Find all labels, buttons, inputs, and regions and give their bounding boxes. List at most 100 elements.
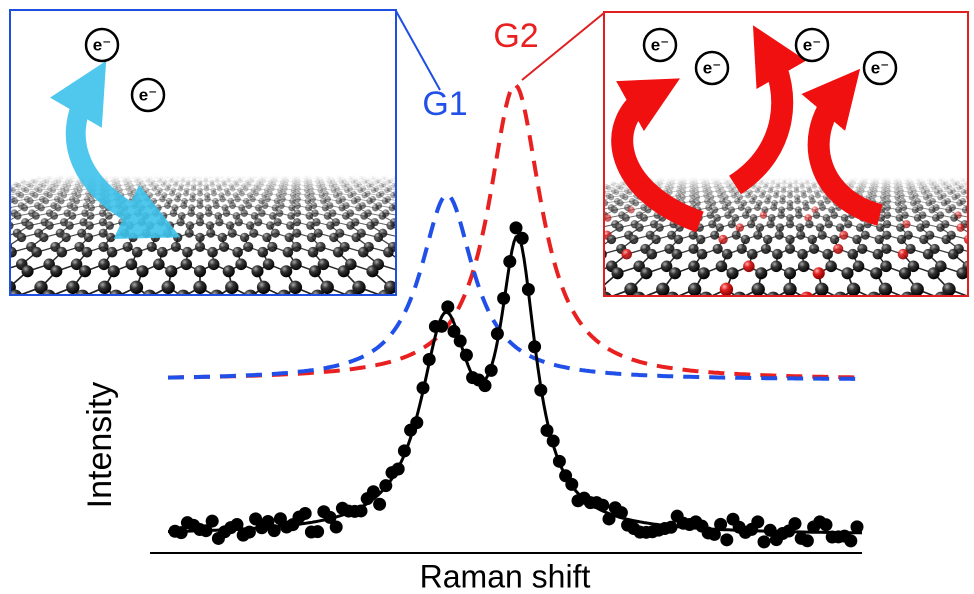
bond xyxy=(411,206,425,208)
atom xyxy=(347,192,353,198)
atom xyxy=(378,212,386,220)
atom xyxy=(241,209,248,216)
bond xyxy=(23,366,60,387)
atom xyxy=(593,185,598,190)
bond xyxy=(396,177,405,178)
atom xyxy=(174,196,180,202)
bond xyxy=(427,189,429,191)
atom xyxy=(151,233,160,242)
atom xyxy=(88,204,95,211)
atom xyxy=(731,193,737,199)
atom xyxy=(342,212,350,220)
atom xyxy=(0,233,4,242)
atom xyxy=(357,187,363,193)
atom xyxy=(165,186,170,191)
bond xyxy=(960,321,974,334)
atom xyxy=(153,259,165,271)
atom xyxy=(246,221,254,229)
bond xyxy=(385,297,408,319)
bond xyxy=(580,192,589,195)
atom xyxy=(32,212,40,220)
bond xyxy=(557,201,559,203)
atom xyxy=(427,259,439,271)
bond xyxy=(436,194,437,196)
atom xyxy=(749,198,755,204)
atom xyxy=(204,196,210,202)
bond xyxy=(572,201,574,203)
atom xyxy=(193,281,206,294)
atom xyxy=(382,198,388,204)
atom xyxy=(138,186,143,191)
atom xyxy=(235,259,247,271)
bond xyxy=(68,297,83,319)
bond xyxy=(327,386,342,418)
atom xyxy=(598,188,603,193)
atom xyxy=(185,229,194,238)
atom xyxy=(157,218,165,226)
bond xyxy=(576,218,589,224)
bond xyxy=(543,201,557,203)
bond xyxy=(557,254,577,266)
atom xyxy=(281,191,287,197)
atom xyxy=(400,209,407,216)
atom xyxy=(397,198,403,204)
atom xyxy=(777,211,784,218)
bond xyxy=(0,194,4,196)
bond xyxy=(579,224,596,227)
atom xyxy=(279,196,285,202)
atom xyxy=(810,177,815,182)
atom xyxy=(43,198,49,204)
atom xyxy=(424,202,431,209)
bond xyxy=(418,199,431,201)
atom xyxy=(775,184,780,189)
atom xyxy=(448,176,453,181)
atom xyxy=(272,324,289,341)
atom xyxy=(288,204,295,211)
atom xyxy=(162,281,175,294)
bond xyxy=(968,266,974,273)
atom xyxy=(148,202,155,209)
atom xyxy=(384,187,390,193)
atom xyxy=(578,206,585,213)
atom xyxy=(21,204,28,211)
bond xyxy=(407,177,416,178)
bond xyxy=(533,210,547,215)
atom xyxy=(223,209,230,216)
atom xyxy=(164,202,171,209)
bond xyxy=(422,194,424,196)
atom xyxy=(360,212,368,220)
atom xyxy=(278,202,285,209)
bond xyxy=(531,208,546,210)
atom xyxy=(358,247,369,258)
atom xyxy=(795,211,802,218)
bond xyxy=(409,208,421,213)
atom xyxy=(218,233,227,242)
atom xyxy=(969,185,974,190)
bond xyxy=(0,247,7,252)
bond xyxy=(418,177,428,178)
atom xyxy=(215,218,223,226)
atom xyxy=(447,221,455,229)
atom xyxy=(258,247,269,258)
atom xyxy=(923,194,929,200)
atom xyxy=(222,182,227,187)
bond xyxy=(551,215,553,218)
bond xyxy=(68,319,79,332)
atom xyxy=(403,176,408,181)
bond xyxy=(967,388,974,420)
atom xyxy=(87,212,95,220)
atom xyxy=(366,198,372,204)
atom xyxy=(734,198,740,204)
atom xyxy=(98,259,110,271)
atom xyxy=(617,200,623,206)
atom xyxy=(169,191,175,197)
atom xyxy=(945,206,952,213)
atom xyxy=(371,187,377,193)
atom xyxy=(61,192,67,198)
bond xyxy=(442,189,454,191)
bond xyxy=(445,233,447,237)
atom xyxy=(606,185,611,190)
atom xyxy=(584,198,590,204)
atom xyxy=(97,311,113,327)
atom xyxy=(240,233,249,242)
